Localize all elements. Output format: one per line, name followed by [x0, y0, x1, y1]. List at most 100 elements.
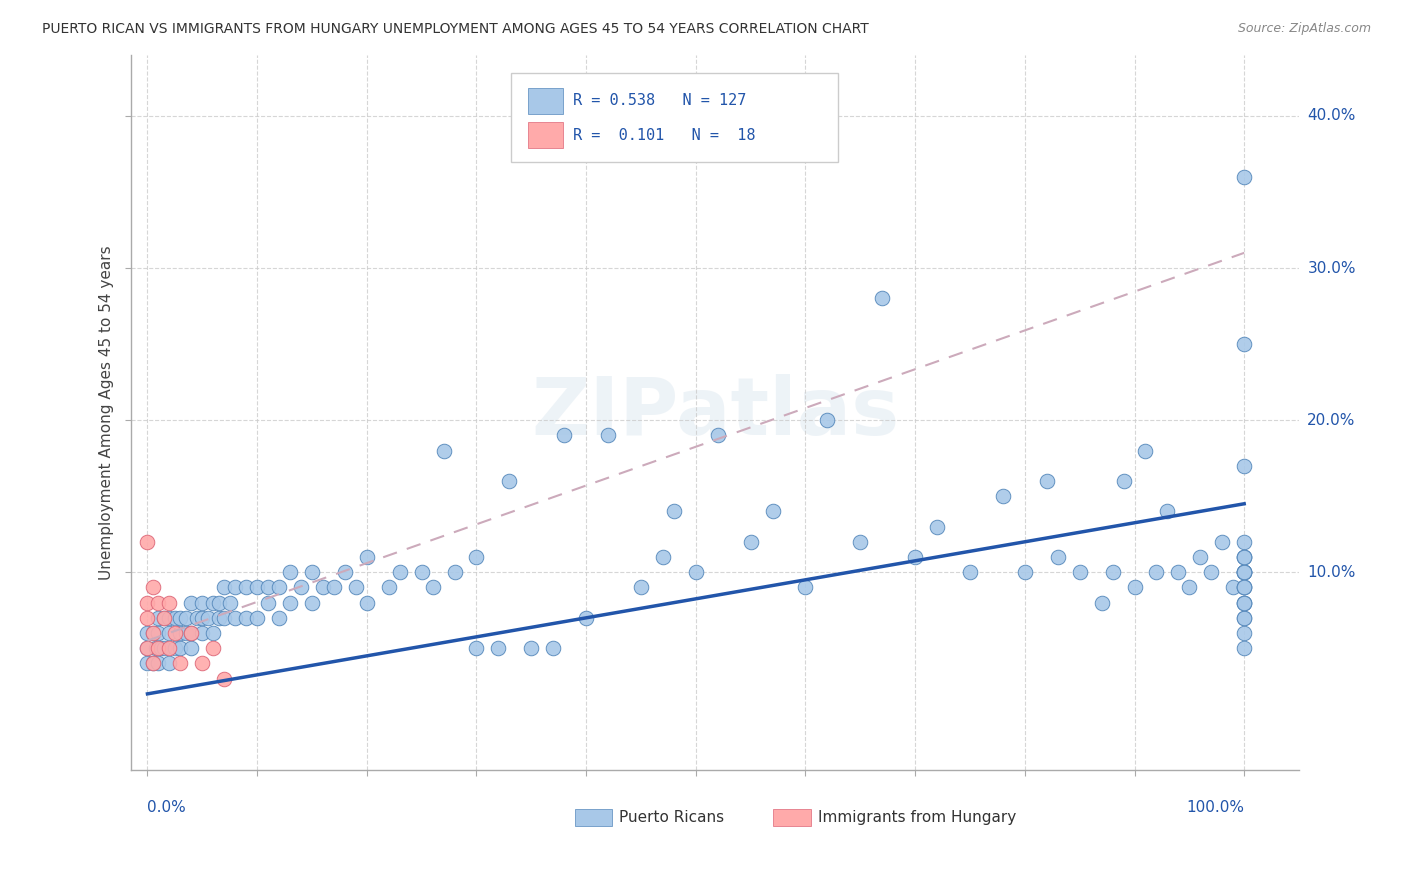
- Point: [145, 641, 167, 656]
- Point: [1233, 565, 1256, 579]
- FancyBboxPatch shape: [575, 808, 612, 826]
- Point: [1233, 458, 1256, 473]
- Text: 30.0%: 30.0%: [1308, 260, 1355, 276]
- Point: [541, 641, 564, 656]
- Point: [411, 565, 433, 579]
- Point: [174, 611, 197, 625]
- Point: [180, 641, 202, 656]
- Text: 0.0%: 0.0%: [148, 800, 186, 815]
- Point: [153, 611, 176, 625]
- Point: [224, 581, 246, 595]
- Point: [235, 581, 257, 595]
- Point: [246, 611, 269, 625]
- Point: [180, 626, 202, 640]
- Point: [191, 657, 214, 671]
- Point: [136, 657, 159, 671]
- Point: [278, 596, 301, 610]
- Point: [740, 534, 762, 549]
- Point: [157, 611, 180, 625]
- Point: [344, 581, 367, 595]
- Point: [148, 596, 170, 610]
- Text: Immigrants from Hungary: Immigrants from Hungary: [818, 810, 1017, 824]
- Point: [267, 611, 290, 625]
- Point: [388, 565, 411, 579]
- Text: ZIPatlas: ZIPatlas: [531, 374, 900, 451]
- Point: [1222, 581, 1244, 595]
- Point: [1167, 565, 1189, 579]
- Point: [191, 611, 214, 625]
- Point: [1233, 596, 1256, 610]
- Point: [148, 641, 170, 656]
- Point: [202, 626, 225, 640]
- Point: [208, 596, 231, 610]
- Point: [136, 641, 159, 656]
- Point: [1091, 596, 1114, 610]
- Point: [212, 581, 235, 595]
- Point: [142, 657, 165, 671]
- Point: [1101, 565, 1123, 579]
- Point: [1233, 581, 1256, 595]
- FancyBboxPatch shape: [773, 808, 811, 826]
- Point: [208, 611, 231, 625]
- Text: 40.0%: 40.0%: [1308, 109, 1355, 123]
- Point: [498, 474, 520, 488]
- FancyBboxPatch shape: [529, 88, 564, 114]
- Point: [136, 596, 159, 610]
- Text: 20.0%: 20.0%: [1308, 413, 1355, 427]
- Point: [301, 596, 323, 610]
- Point: [246, 581, 269, 595]
- Point: [465, 641, 488, 656]
- Point: [1233, 565, 1256, 579]
- Point: [235, 611, 257, 625]
- Point: [191, 626, 214, 640]
- Y-axis label: Unemployment Among Ages 45 to 54 years: Unemployment Among Ages 45 to 54 years: [100, 245, 114, 580]
- Point: [136, 641, 159, 656]
- Point: [163, 611, 186, 625]
- Point: [218, 596, 240, 610]
- Point: [197, 611, 219, 625]
- Point: [904, 549, 927, 564]
- Point: [212, 611, 235, 625]
- Point: [169, 626, 191, 640]
- Point: [575, 611, 598, 625]
- Point: [432, 443, 454, 458]
- Point: [1233, 626, 1256, 640]
- Point: [1123, 581, 1146, 595]
- Point: [1112, 474, 1135, 488]
- Point: [596, 428, 619, 442]
- Point: [257, 596, 280, 610]
- Point: [136, 534, 159, 549]
- Point: [1014, 565, 1036, 579]
- Point: [148, 611, 170, 625]
- Point: [1233, 611, 1256, 625]
- Text: PUERTO RICAN VS IMMIGRANTS FROM HUNGARY UNEMPLOYMENT AMONG AGES 45 TO 54 YEARS C: PUERTO RICAN VS IMMIGRANTS FROM HUNGARY …: [42, 22, 869, 37]
- Point: [202, 596, 225, 610]
- Point: [157, 641, 180, 656]
- Point: [212, 672, 235, 686]
- Point: [356, 596, 378, 610]
- Point: [520, 641, 543, 656]
- Point: [169, 657, 191, 671]
- Point: [959, 565, 981, 579]
- Point: [1156, 504, 1178, 518]
- Point: [1189, 549, 1212, 564]
- Point: [927, 519, 949, 533]
- Point: [278, 565, 301, 579]
- Point: [356, 549, 378, 564]
- Point: [553, 428, 575, 442]
- Point: [1178, 581, 1201, 595]
- Point: [149, 641, 172, 656]
- Point: [1233, 581, 1256, 595]
- Point: [257, 581, 280, 595]
- Point: [169, 611, 191, 625]
- Point: [136, 626, 159, 640]
- Point: [142, 657, 165, 671]
- Point: [443, 565, 465, 579]
- Point: [333, 565, 356, 579]
- Point: [148, 626, 170, 640]
- Point: [267, 581, 290, 595]
- Point: [872, 292, 894, 306]
- Point: [142, 581, 165, 595]
- Point: [1046, 549, 1069, 564]
- Point: [486, 641, 509, 656]
